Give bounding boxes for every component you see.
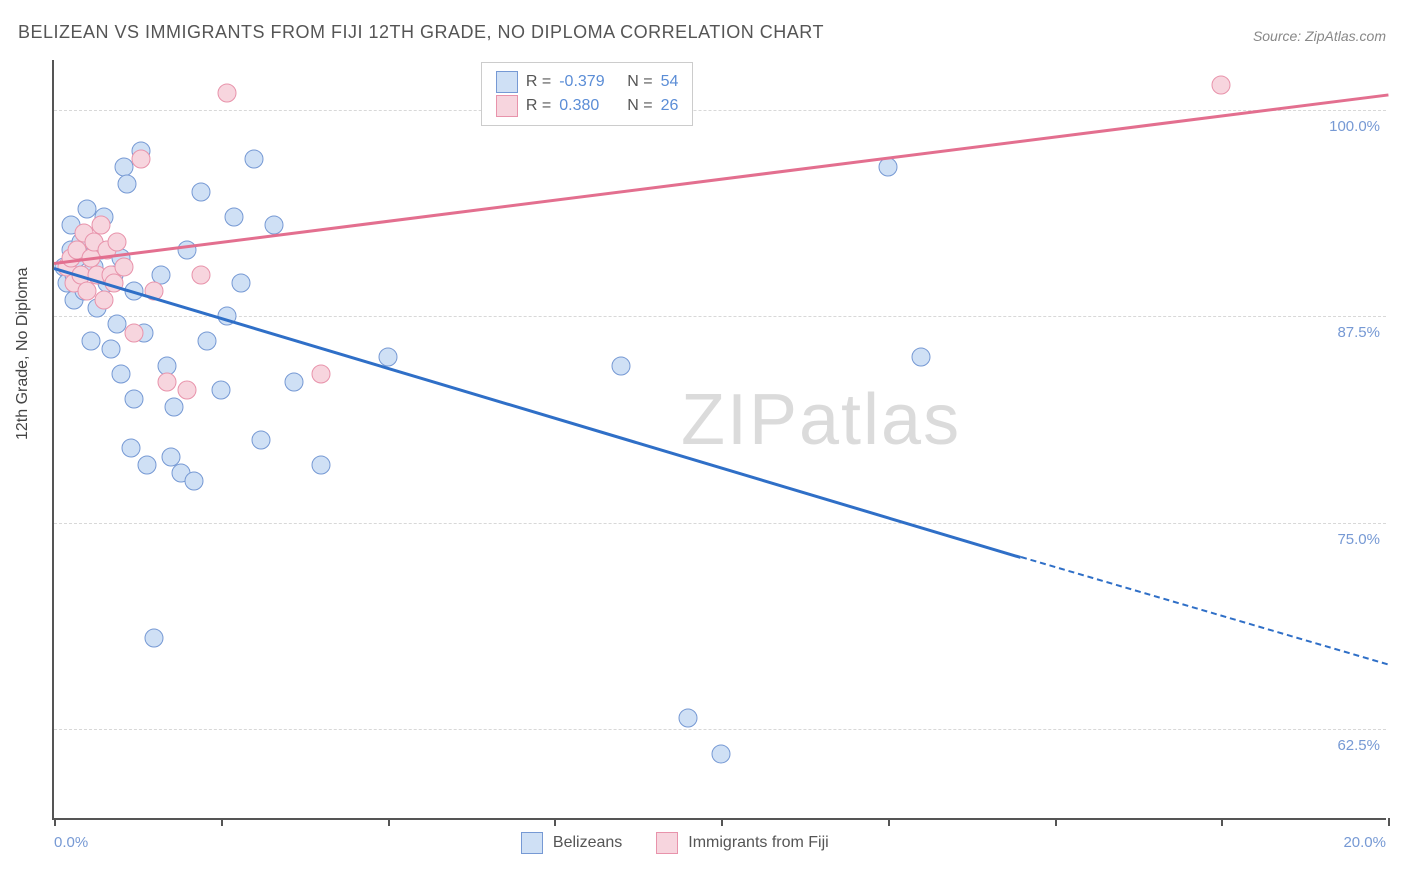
legend-r-value: 0.380 bbox=[559, 97, 619, 115]
legend-swatch bbox=[521, 832, 543, 854]
scatter-point bbox=[712, 744, 731, 763]
chart-title: BELIZEAN VS IMMIGRANTS FROM FIJI 12TH GR… bbox=[18, 22, 824, 43]
x-axis-start-label: 0.0% bbox=[54, 834, 88, 851]
legend-r-label: R = bbox=[526, 97, 551, 115]
scatter-point bbox=[95, 290, 114, 309]
scatter-point bbox=[108, 232, 127, 251]
gridline bbox=[54, 110, 1386, 111]
y-axis-label: 100.0% bbox=[1329, 118, 1380, 135]
scatter-point bbox=[285, 373, 304, 392]
scatter-point bbox=[211, 381, 230, 400]
scatter-point bbox=[251, 431, 270, 450]
legend-swatch bbox=[656, 832, 678, 854]
scatter-point bbox=[138, 455, 157, 474]
scatter-point bbox=[81, 331, 100, 350]
scatter-point bbox=[185, 472, 204, 491]
correlation-legend-row: R = -0.379 N = 54 bbox=[496, 71, 678, 93]
scatter-point bbox=[218, 84, 237, 103]
scatter-point bbox=[121, 439, 140, 458]
scatter-point bbox=[878, 158, 897, 177]
trend-line bbox=[54, 93, 1388, 264]
correlation-legend-row: R = 0.380 N = 26 bbox=[496, 95, 678, 117]
gridline bbox=[54, 729, 1386, 730]
scatter-point bbox=[265, 216, 284, 235]
x-tick bbox=[1221, 818, 1223, 826]
scatter-point bbox=[131, 150, 150, 169]
scatter-point bbox=[912, 348, 931, 367]
legend-n-label: N = bbox=[627, 97, 652, 115]
x-tick bbox=[388, 818, 390, 826]
scatter-point bbox=[611, 356, 630, 375]
y-axis-title: 12th Grade, No Diploma bbox=[14, 267, 32, 440]
scatter-point bbox=[101, 340, 120, 359]
scatter-point bbox=[91, 216, 110, 235]
x-tick bbox=[721, 818, 723, 826]
scatter-point bbox=[1212, 75, 1231, 94]
scatter-point bbox=[311, 455, 330, 474]
scatter-point bbox=[245, 150, 264, 169]
scatter-point bbox=[191, 183, 210, 202]
x-axis-end-label: 20.0% bbox=[1343, 834, 1386, 851]
y-axis-label: 87.5% bbox=[1337, 324, 1380, 341]
plot-area: ZIPatlas 62.5%75.0%87.5%100.0%0.0%20.0%R… bbox=[52, 60, 1386, 820]
x-tick bbox=[888, 818, 890, 826]
scatter-point bbox=[111, 364, 130, 383]
legend-n-value: 54 bbox=[661, 73, 679, 91]
trend-line-extrapolated bbox=[1021, 556, 1388, 665]
legend-r-label: R = bbox=[526, 73, 551, 91]
scatter-point bbox=[198, 331, 217, 350]
scatter-point bbox=[125, 323, 144, 342]
trend-line bbox=[54, 267, 1022, 559]
x-tick bbox=[1055, 818, 1057, 826]
scatter-point bbox=[231, 274, 250, 293]
y-axis-label: 75.0% bbox=[1337, 531, 1380, 548]
gridline bbox=[54, 523, 1386, 524]
scatter-point bbox=[191, 265, 210, 284]
scatter-point bbox=[125, 389, 144, 408]
series-legend: Belizeans Immigrants from Fiji bbox=[521, 832, 853, 854]
scatter-point bbox=[118, 174, 137, 193]
x-tick bbox=[554, 818, 556, 826]
chart-container: BELIZEAN VS IMMIGRANTS FROM FIJI 12TH GR… bbox=[0, 0, 1406, 892]
gridline bbox=[54, 316, 1386, 317]
scatter-point bbox=[165, 397, 184, 416]
scatter-point bbox=[158, 373, 177, 392]
legend-swatch bbox=[496, 95, 518, 117]
scatter-point bbox=[678, 708, 697, 727]
scatter-point bbox=[178, 381, 197, 400]
scatter-point bbox=[145, 629, 164, 648]
legend-label: Immigrants from Fiji bbox=[688, 834, 828, 852]
legend-n-label: N = bbox=[627, 73, 652, 91]
correlation-legend: R = -0.379 N = 54R = 0.380 N = 26 bbox=[481, 62, 693, 126]
scatter-point bbox=[225, 207, 244, 226]
scatter-point bbox=[311, 364, 330, 383]
legend-label: Belizeans bbox=[553, 834, 622, 852]
x-tick bbox=[54, 818, 56, 826]
source-attribution: Source: ZipAtlas.com bbox=[1253, 28, 1386, 44]
x-tick bbox=[221, 818, 223, 826]
legend-swatch bbox=[496, 71, 518, 93]
x-tick bbox=[1388, 818, 1390, 826]
scatter-point bbox=[115, 257, 134, 276]
legend-r-value: -0.379 bbox=[559, 73, 619, 91]
y-axis-label: 62.5% bbox=[1337, 737, 1380, 754]
watermark: ZIPatlas bbox=[681, 379, 961, 461]
legend-n-value: 26 bbox=[661, 97, 679, 115]
